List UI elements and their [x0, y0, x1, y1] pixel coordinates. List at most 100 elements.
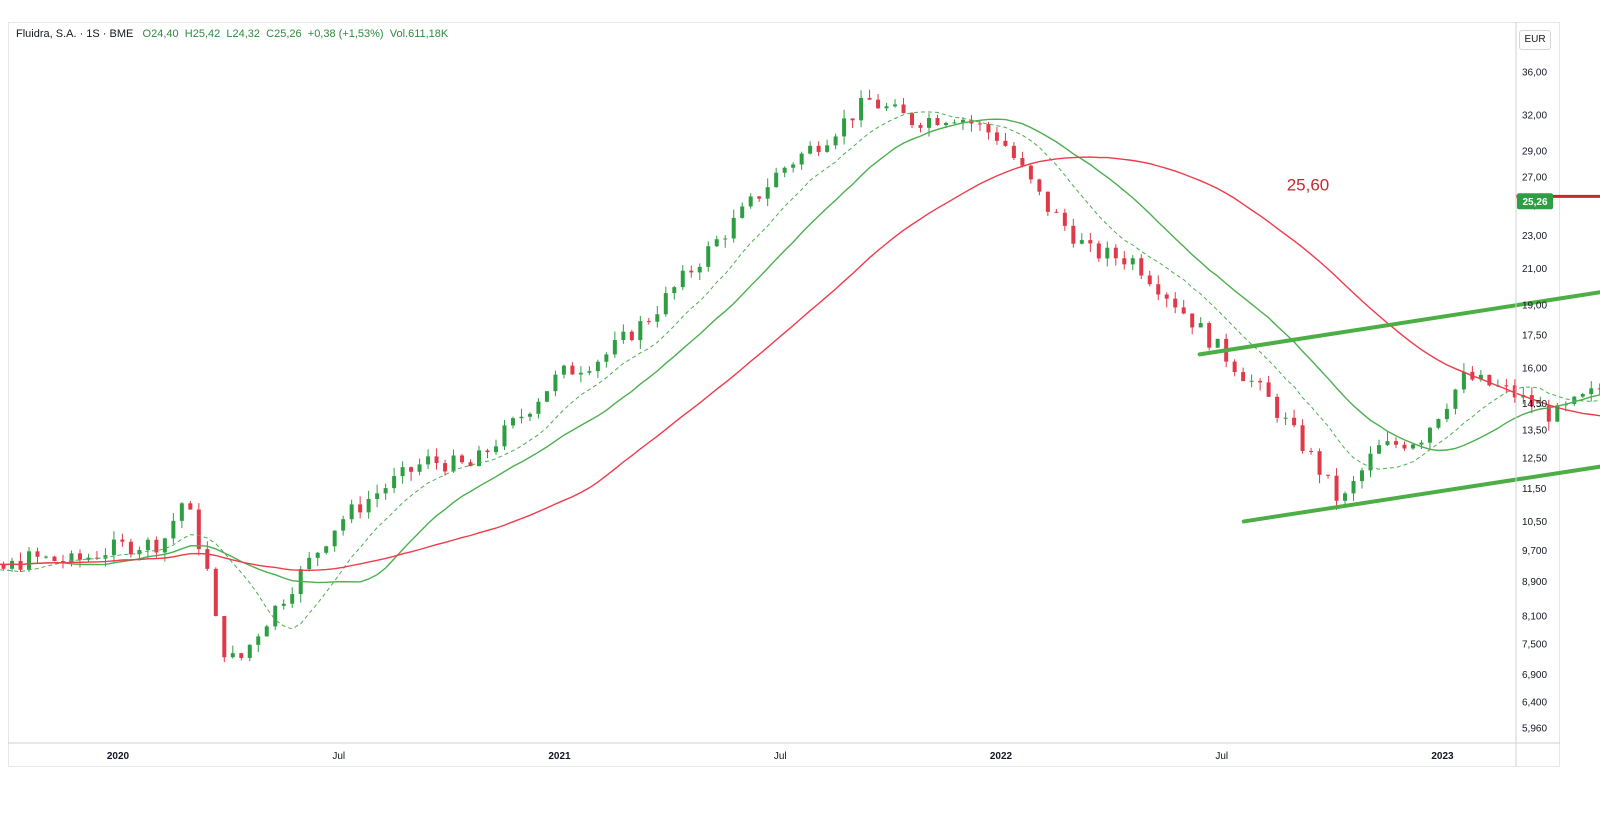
candle-body — [510, 418, 515, 426]
time-tick-label: 2022 — [990, 751, 1013, 762]
candle-body — [1190, 313, 1195, 328]
candle-body — [867, 97, 872, 100]
candle-body — [247, 644, 252, 658]
candle-body — [1393, 441, 1398, 445]
last-price-tag — [1517, 193, 1553, 210]
candle-body — [621, 331, 626, 340]
candle-body — [578, 372, 583, 375]
candle-body — [1156, 284, 1161, 295]
candle-body — [757, 196, 762, 199]
candle-body — [655, 314, 660, 322]
price-tick-label: 27,00 — [1522, 172, 1547, 183]
candle-body — [1020, 158, 1025, 166]
candle-body — [145, 539, 150, 551]
price-tick-label: 9,700 — [1522, 546, 1547, 557]
currency-button[interactable]: EUR — [1519, 30, 1551, 50]
candle-body — [740, 206, 745, 218]
candle-body — [1079, 240, 1084, 244]
candle-body — [1376, 445, 1381, 454]
low-value: L24,32 — [226, 28, 261, 40]
candle-body — [409, 467, 414, 472]
candle-body — [315, 552, 320, 558]
candle-body — [1249, 380, 1254, 382]
candle-body — [154, 539, 159, 553]
symbol-header: Fluidra, S.A. · 1S · BME O24,40 H25,42 L… — [16, 28, 448, 40]
candle-body — [128, 541, 133, 555]
candle-body — [264, 626, 269, 637]
candle-body — [1343, 493, 1348, 501]
candle-body — [1147, 275, 1152, 285]
price-tick-label: 19,00 — [1522, 301, 1547, 312]
candle-body — [714, 239, 719, 247]
candle-body — [332, 530, 337, 547]
time-tick-label: 2021 — [548, 751, 571, 762]
price-tick-label: 7,500 — [1522, 640, 1547, 651]
candle-body — [230, 653, 235, 658]
candle-body — [120, 539, 125, 542]
candle-body — [765, 187, 770, 199]
candle-body — [392, 476, 397, 489]
open-value: O24,40 — [142, 28, 179, 40]
candle-body — [680, 270, 685, 288]
candle-body — [943, 122, 948, 126]
close-value: C25,26 — [266, 28, 302, 40]
candle-body — [927, 117, 932, 128]
candle-body — [706, 246, 711, 267]
candle-body — [1385, 441, 1390, 446]
candle-body — [1071, 225, 1076, 244]
candle-body — [1589, 388, 1594, 395]
price-tick-label: 13,50 — [1522, 425, 1547, 436]
candle-body — [1105, 247, 1110, 259]
candle-body — [672, 287, 677, 294]
symbol-label[interactable]: Fluidra, S.A. · 1S · BME — [16, 28, 134, 40]
price-tick-label: 29,00 — [1522, 146, 1547, 157]
candle-body — [1368, 453, 1373, 471]
candle-body — [1419, 442, 1424, 445]
candle-body — [723, 238, 728, 240]
candle-body — [1529, 395, 1534, 407]
volume-value: Vol.611,18K — [389, 28, 449, 40]
channel-layer — [1197, 290, 1600, 524]
resistance-label: 25,60 — [1287, 175, 1330, 194]
candle-body — [426, 456, 431, 465]
candle-body — [1512, 385, 1517, 398]
candle-body — [587, 371, 592, 373]
axes-layer: 36,0032,0029,0027,0025,0023,0021,0019,00… — [8, 22, 1560, 767]
candle-body — [833, 136, 838, 146]
candle-body — [213, 568, 218, 617]
candle-body — [1478, 374, 1483, 380]
candle-body — [273, 605, 278, 627]
candle-body — [842, 118, 847, 137]
candle-body — [111, 539, 116, 556]
candle-body — [1351, 481, 1356, 494]
candle-body — [1453, 389, 1458, 409]
time-tick-label: Jul — [774, 751, 787, 762]
candle-body — [1045, 191, 1050, 212]
candle-body — [952, 122, 957, 124]
price-tick-label: 6,400 — [1522, 698, 1547, 709]
candle-body — [400, 467, 405, 477]
price-tick-label: 36,00 — [1522, 68, 1547, 79]
candle-body — [782, 167, 787, 173]
candle-body — [324, 546, 329, 553]
candle-body — [1597, 388, 1600, 390]
chart-frame — [8, 22, 1560, 767]
candle-body — [663, 293, 668, 315]
candle-body — [561, 365, 566, 375]
moving-averages-layer — [0, 111, 1600, 630]
price-tick-label: 5,960 — [1522, 724, 1547, 735]
candle-body — [188, 503, 193, 510]
candle-body — [536, 401, 541, 414]
channel-upper-line — [1197, 290, 1600, 357]
candle-body — [171, 520, 176, 539]
candle-body — [1504, 385, 1509, 387]
candle-body — [434, 456, 439, 464]
candle-body — [808, 145, 813, 154]
candle-body — [816, 145, 821, 152]
candle-body — [443, 463, 448, 472]
candle-body — [1011, 145, 1016, 159]
candle-body — [1096, 243, 1101, 259]
candle-body — [731, 217, 736, 239]
candle-body — [1292, 417, 1297, 426]
